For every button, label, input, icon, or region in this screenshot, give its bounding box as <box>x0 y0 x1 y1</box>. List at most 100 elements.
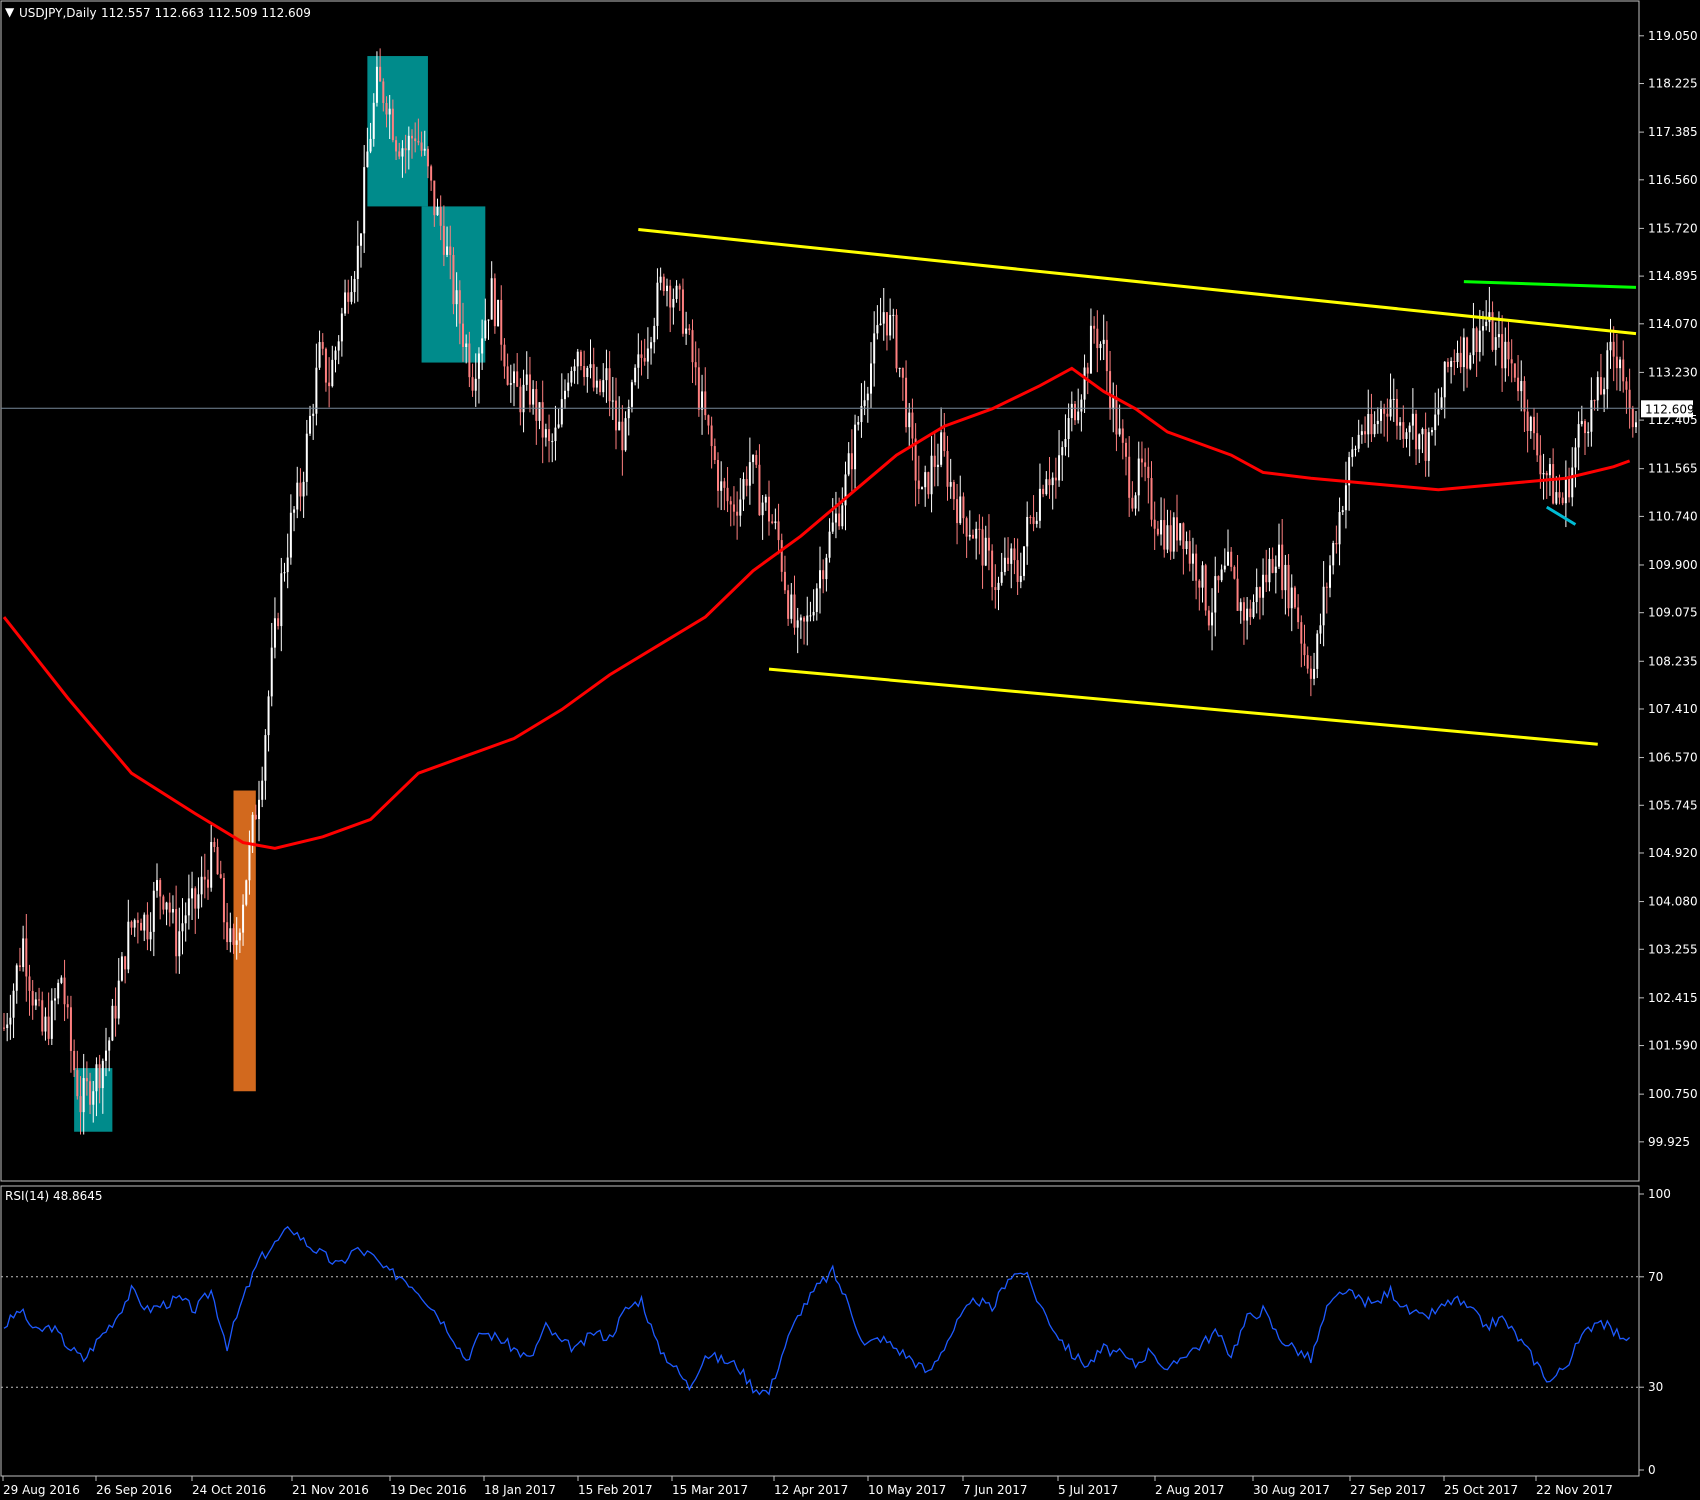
candle-bull <box>50 1000 53 1039</box>
candle-bear <box>500 299 503 345</box>
candle-bear <box>98 1064 101 1089</box>
ohlc-label: 112.557 112.663 112.509 112.609 <box>101 6 311 20</box>
candle-bull <box>1427 432 1430 461</box>
candle-bull <box>1494 337 1497 350</box>
candle-bull <box>165 902 168 910</box>
candle-bull <box>1354 448 1357 450</box>
candle-bear <box>1510 359 1513 364</box>
candle-bull <box>280 573 283 627</box>
candle-bull <box>889 315 892 336</box>
candle-bull <box>171 909 174 913</box>
candle-bear <box>41 1000 44 1032</box>
candle-bull <box>675 285 678 299</box>
candle-bull <box>143 914 146 931</box>
candle-bull <box>1239 602 1242 611</box>
candle-bear <box>79 1096 82 1113</box>
candle-bear <box>1517 377 1520 392</box>
candle-bull <box>423 148 426 151</box>
candle-bull <box>1214 576 1217 613</box>
candle-bear <box>991 550 994 588</box>
price-tick-label: 105.745 <box>1648 798 1698 812</box>
candle-bear <box>885 312 888 336</box>
candle-bull <box>1284 564 1287 591</box>
candle-bull <box>1134 495 1137 509</box>
candle-bull <box>1019 575 1022 582</box>
candle-bull <box>870 363 872 394</box>
candle-bull <box>554 427 557 442</box>
candle-bear <box>207 879 209 888</box>
candle-bull <box>197 894 200 909</box>
candle-bear <box>1144 462 1147 467</box>
candle-bear <box>232 928 235 945</box>
candle-bull <box>796 620 799 628</box>
candle-bull <box>1220 569 1223 581</box>
candle-bull <box>984 537 987 566</box>
candle-bear <box>895 314 898 369</box>
candle-bull <box>949 482 952 487</box>
menu-triangle-icon[interactable]: ▼ <box>5 5 15 19</box>
candle-bull <box>685 328 688 334</box>
candle-bull <box>1529 416 1532 432</box>
candle-bull <box>653 325 656 343</box>
candle-bear <box>1303 643 1306 656</box>
candle-bull <box>1179 523 1182 541</box>
date-tick-label: 2 Aug 2017 <box>1155 1483 1224 1497</box>
candle-bull <box>401 148 404 157</box>
candle-bear <box>965 518 968 537</box>
date-tick-label: 24 Oct 2016 <box>192 1483 266 1497</box>
candle-bull <box>1380 407 1382 421</box>
candle-bull <box>245 880 248 905</box>
candle-bull <box>589 364 592 368</box>
candle-bull <box>666 285 668 292</box>
candle-bull <box>997 582 1000 591</box>
candle-bear <box>1335 542 1338 545</box>
candle-bull <box>1166 525 1169 550</box>
candle-bull <box>455 290 458 305</box>
date-tick-label: 22 Nov 2017 <box>1536 1483 1613 1497</box>
candle-bull <box>127 921 130 970</box>
candle-bull <box>854 424 857 470</box>
candle-bull <box>1440 397 1443 410</box>
candle-bear <box>1383 407 1386 414</box>
candle-bear <box>458 290 461 324</box>
candle-bull <box>1070 403 1073 419</box>
candle-bear <box>162 896 165 910</box>
candle-bull <box>353 278 356 293</box>
candle-bear <box>1176 517 1178 541</box>
candle-bull <box>752 454 755 463</box>
candle-bull <box>701 391 704 410</box>
candle-bear <box>47 1016 50 1039</box>
rsi-tick-label: 0 <box>1648 1463 1656 1477</box>
candle-bull <box>267 696 270 736</box>
candle-bull <box>1003 557 1006 572</box>
candle-bear <box>1198 580 1201 588</box>
candle-bear <box>426 148 429 167</box>
candle-bear <box>1568 476 1571 498</box>
candle-bear <box>1526 411 1529 432</box>
candle-bear <box>911 412 914 439</box>
date-tick-label: 10 May 2017 <box>868 1483 946 1497</box>
current-price-tag-bg <box>1641 400 1693 418</box>
candle-bull <box>1482 326 1484 331</box>
candle-bull <box>828 531 831 558</box>
candle-bear <box>1300 622 1303 644</box>
candle-bull <box>481 338 484 354</box>
candle-bull <box>1051 477 1054 486</box>
candle-bull <box>1478 330 1481 353</box>
candle-bear <box>130 921 133 928</box>
candle-bull <box>286 557 289 573</box>
candle-bear <box>1147 466 1150 479</box>
candle-bull <box>576 351 579 367</box>
candle-bull <box>1185 541 1188 549</box>
price-tick-label: 104.080 <box>1648 895 1698 909</box>
candle-bull <box>181 923 184 932</box>
candle-bear <box>1536 433 1539 456</box>
price-tick-label: 111.565 <box>1648 462 1698 476</box>
candle-bull <box>238 932 241 941</box>
candle-bull <box>1399 422 1402 426</box>
candle-bull <box>611 400 614 402</box>
candle-bull <box>264 735 267 781</box>
candle-bull <box>1262 574 1265 598</box>
candle-bull <box>630 382 633 407</box>
rsi-levels <box>1 1276 1639 1388</box>
